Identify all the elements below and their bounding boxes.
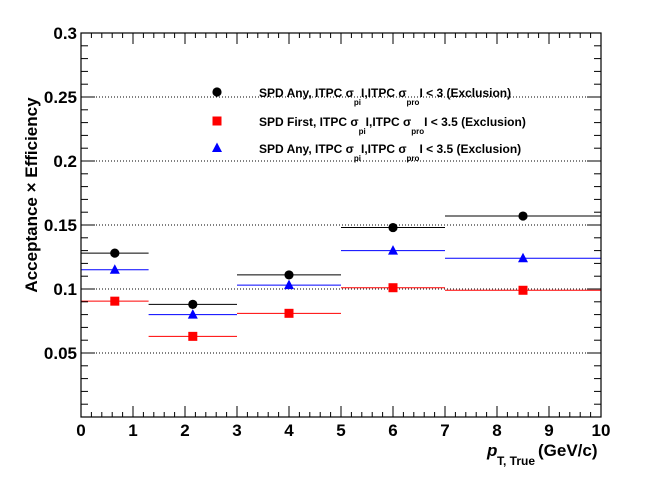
x-tick-label: 6 bbox=[388, 421, 397, 440]
y-tick-label: 0.1 bbox=[53, 280, 77, 299]
x-axis-title: p T, True (GeV/c) bbox=[486, 441, 598, 468]
legend-text-part: SPD Any, ITPC σ bbox=[259, 86, 354, 100]
data-point bbox=[109, 264, 120, 274]
data-layer bbox=[81, 211, 601, 341]
legend-text-part: I < 3.5 (Exclusion) bbox=[419, 142, 521, 156]
data-point bbox=[284, 279, 294, 290]
legend-subscript: pi bbox=[354, 98, 361, 107]
x-tick-label: 7 bbox=[440, 421, 449, 440]
data-point bbox=[518, 252, 528, 263]
legend-text-part: I,ITPC σ bbox=[361, 86, 407, 100]
x-tick-label: 4 bbox=[284, 421, 294, 440]
y-tick-label: 0.3 bbox=[53, 24, 77, 43]
legend-label: SPD Any, ITPC σpiI,ITPC σproI < 3 (Exclu… bbox=[259, 86, 511, 107]
data-point bbox=[110, 296, 120, 306]
x-tick-label: 0 bbox=[76, 421, 85, 440]
data-point bbox=[187, 309, 198, 319]
legend-text-part: SPD First, ITPC σ bbox=[259, 115, 359, 129]
legend-marker bbox=[212, 142, 222, 152]
x-tick-label: 2 bbox=[180, 421, 189, 440]
data-point bbox=[518, 211, 528, 221]
legend-subscript: pi bbox=[354, 154, 361, 163]
x-tick-label: 1 bbox=[128, 421, 137, 440]
legend-marker bbox=[212, 116, 222, 126]
y-tick-label: 0.25 bbox=[44, 88, 77, 107]
legend-entry: SPD Any, ITPC σpiI,ITPC σproI < 3 (Exclu… bbox=[212, 86, 511, 107]
legend-entry: SPD Any, ITPC σpiI,ITPC σproI < 3.5 (Exc… bbox=[212, 142, 521, 163]
x-axis-title-sub: T, True bbox=[497, 454, 535, 468]
series-triangle bbox=[81, 245, 601, 319]
x-axis-title-main: p bbox=[486, 441, 497, 460]
data-point bbox=[188, 299, 198, 309]
legend-subscript: pro bbox=[407, 154, 420, 163]
legend-subscript: pro bbox=[411, 127, 424, 136]
legend-entry: SPD First, ITPC σpiI,ITPC σproI < 3.5 (E… bbox=[212, 115, 526, 136]
series-square bbox=[81, 283, 601, 341]
series-circle bbox=[81, 211, 601, 309]
legend-marker bbox=[212, 87, 222, 97]
data-point bbox=[110, 248, 120, 258]
data-point bbox=[388, 283, 398, 293]
data-point bbox=[284, 270, 294, 280]
x-axis-title-unit: (GeV/c) bbox=[538, 441, 598, 460]
legend-text-part: I,ITPC σ bbox=[366, 115, 412, 129]
data-point bbox=[284, 308, 294, 318]
data-point bbox=[388, 245, 398, 255]
legend: SPD Any, ITPC σpiI,ITPC σproI < 3 (Exclu… bbox=[212, 86, 526, 163]
axes: 0 1 2 3 4 5 6 7 8 9 10 0.05 0.1 0.15 0.2 0.25 0.3 bbox=[44, 24, 611, 440]
x-tick-label: 9 bbox=[544, 421, 553, 440]
y-tick-label: 0.15 bbox=[44, 216, 77, 235]
x-tick-label: 5 bbox=[336, 421, 345, 440]
legend-text-part: I < 3 (Exclusion) bbox=[419, 86, 511, 100]
data-point bbox=[188, 331, 198, 341]
legend-text-part: I,ITPC σ bbox=[361, 142, 407, 156]
data-point bbox=[518, 285, 528, 295]
legend-text-part: SPD Any, ITPC σ bbox=[259, 142, 354, 156]
legend-subscript: pi bbox=[359, 127, 366, 136]
data-point bbox=[388, 222, 398, 233]
legend-label: SPD First, ITPC σpiI,ITPC σproI < 3.5 (E… bbox=[259, 115, 526, 136]
x-tick-label: 8 bbox=[492, 421, 501, 440]
legend-label: SPD Any, ITPC σpiI,ITPC σproI < 3.5 (Exc… bbox=[259, 142, 521, 163]
x-tick-label: 3 bbox=[232, 421, 241, 440]
y-tick-label: 0.05 bbox=[44, 344, 77, 363]
x-tick-label: 10 bbox=[592, 421, 611, 440]
legend-text-part: I < 3.5 (Exclusion) bbox=[424, 115, 526, 129]
legend-subscript: pro bbox=[407, 98, 420, 107]
y-axis-title: Acceptance × Efficiency bbox=[22, 97, 41, 293]
y-tick-label: 0.2 bbox=[53, 152, 77, 171]
